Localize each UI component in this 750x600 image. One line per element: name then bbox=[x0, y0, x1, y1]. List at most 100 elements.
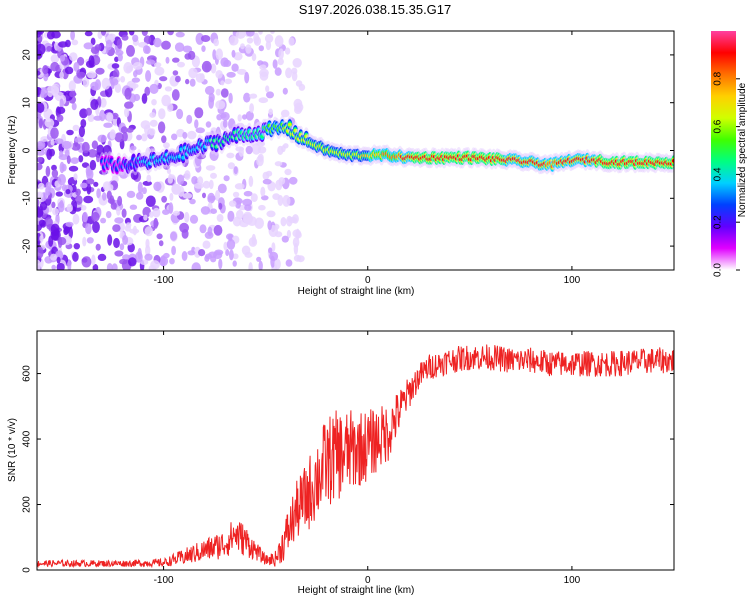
heatmap-cell bbox=[223, 241, 228, 251]
heatmap-cell bbox=[282, 87, 288, 95]
heatmap-cell bbox=[284, 168, 292, 176]
heatmap-cell bbox=[37, 156, 43, 163]
heatmap-cell bbox=[213, 38, 219, 47]
x-tick-label: 100 bbox=[564, 575, 581, 586]
heatmap-cell bbox=[266, 210, 276, 218]
heatmap-cell bbox=[215, 190, 220, 201]
heatmap-cell bbox=[671, 159, 674, 163]
heatmap-cell bbox=[83, 42, 94, 50]
heatmap-cell bbox=[49, 148, 55, 157]
heatmap-cell bbox=[215, 70, 223, 79]
heatmap-cell bbox=[111, 112, 119, 120]
colorbar-tick-label: 0.4 bbox=[713, 167, 724, 181]
heatmap-cell bbox=[85, 178, 95, 185]
heatmap-cell bbox=[265, 85, 270, 93]
heatmap-cell bbox=[170, 231, 178, 241]
heatmap-cell bbox=[258, 260, 263, 270]
heatmap-cell bbox=[226, 233, 234, 240]
heatmap-cell bbox=[97, 134, 107, 143]
heatmap-cell bbox=[37, 208, 44, 218]
heatmap-cell bbox=[292, 214, 299, 224]
heatmap-cell bbox=[85, 107, 93, 116]
heatmap-cell bbox=[220, 88, 229, 98]
heatmap-cell bbox=[210, 63, 217, 74]
heatmap-cell bbox=[286, 215, 293, 227]
colorbar-label: Normalized spectral amplitude bbox=[737, 82, 748, 217]
heatmap-cell bbox=[133, 93, 141, 102]
heatmap-cell bbox=[189, 214, 199, 224]
heatmap-cell bbox=[66, 129, 74, 136]
heatmap-cell bbox=[132, 34, 139, 42]
heatmap-cell bbox=[202, 192, 206, 199]
heatmap-cell bbox=[50, 54, 60, 63]
heatmap-cell bbox=[186, 114, 193, 124]
heatmap-cell bbox=[92, 264, 99, 270]
heatmap-cell bbox=[275, 179, 283, 191]
heatmap-cell bbox=[274, 161, 283, 167]
heatmap-cell bbox=[157, 121, 166, 134]
heatmap-cell bbox=[168, 202, 174, 214]
heatmap-cell bbox=[285, 67, 293, 79]
heatmap-cell bbox=[177, 185, 185, 197]
heatmap-cell bbox=[280, 217, 287, 227]
heatmap-cell bbox=[37, 31, 42, 38]
heatmap-cell bbox=[244, 204, 252, 212]
heatmap-cell bbox=[61, 140, 72, 150]
heatmap-cell bbox=[57, 174, 66, 186]
heatmap-cell bbox=[42, 65, 49, 75]
heatmap-cell bbox=[81, 256, 92, 268]
heatmap-cell bbox=[207, 192, 216, 204]
heatmap-cell bbox=[295, 80, 303, 87]
heatmap-cell bbox=[215, 88, 221, 96]
x-tick-label: -100 bbox=[154, 575, 174, 586]
heatmap-cell bbox=[210, 208, 218, 214]
heatmap-cell bbox=[100, 31, 107, 36]
heatmap-cell bbox=[199, 73, 205, 82]
heatmap-cell bbox=[210, 172, 217, 179]
heatmap-cell bbox=[233, 166, 238, 175]
colorbar: 0.0 0.2 0.4 0.6 0.8 Normalized spectral ampl… bbox=[711, 31, 748, 277]
heatmap-cell bbox=[97, 253, 107, 261]
heatmap-cell bbox=[284, 47, 291, 55]
heatmap-cell bbox=[116, 38, 123, 50]
heatmap-cell bbox=[73, 173, 78, 181]
heatmap-cell bbox=[292, 58, 302, 68]
heatmap-cell bbox=[156, 233, 163, 240]
heatmap-cell bbox=[195, 32, 204, 45]
heatmap-cell bbox=[225, 248, 230, 257]
heatmap-cell bbox=[37, 198, 40, 207]
heatmap-cell bbox=[121, 34, 129, 41]
heatmap-cell bbox=[129, 31, 135, 36]
heatmap-cell bbox=[181, 229, 189, 239]
heatmap-cell bbox=[51, 169, 59, 178]
heatmap-cell bbox=[189, 78, 196, 87]
heatmap-cell bbox=[234, 183, 245, 190]
y-tick-label: 0 bbox=[22, 147, 33, 153]
heatmap-cell bbox=[152, 207, 161, 218]
spectrogram-ridge bbox=[99, 115, 674, 178]
heatmap-cell bbox=[120, 126, 128, 134]
heatmap-cell bbox=[161, 195, 168, 203]
heatmap-cell bbox=[244, 71, 250, 84]
heatmap-cell bbox=[95, 67, 105, 75]
heatmap-cell bbox=[80, 119, 87, 128]
heatmap-cell bbox=[59, 55, 66, 62]
heatmap-cell bbox=[187, 130, 197, 140]
snr-frame bbox=[36, 330, 675, 571]
heatmap-cell bbox=[201, 45, 206, 52]
heatmap-cell bbox=[124, 107, 130, 118]
heatmap-cell bbox=[107, 33, 116, 40]
heatmap-cell bbox=[143, 35, 152, 45]
heatmap-cell bbox=[114, 132, 124, 143]
heatmap-cell bbox=[226, 239, 236, 250]
heatmap-cell bbox=[280, 109, 290, 118]
heatmap-cell bbox=[79, 108, 88, 119]
heatmap-cell bbox=[171, 89, 180, 101]
heatmap-cell bbox=[182, 192, 193, 199]
snr-plot-area bbox=[37, 344, 674, 569]
heatmap-cell bbox=[258, 97, 269, 104]
heatmap-cell bbox=[65, 221, 74, 227]
heatmap-cell bbox=[126, 190, 136, 198]
heatmap-cell bbox=[64, 66, 74, 75]
